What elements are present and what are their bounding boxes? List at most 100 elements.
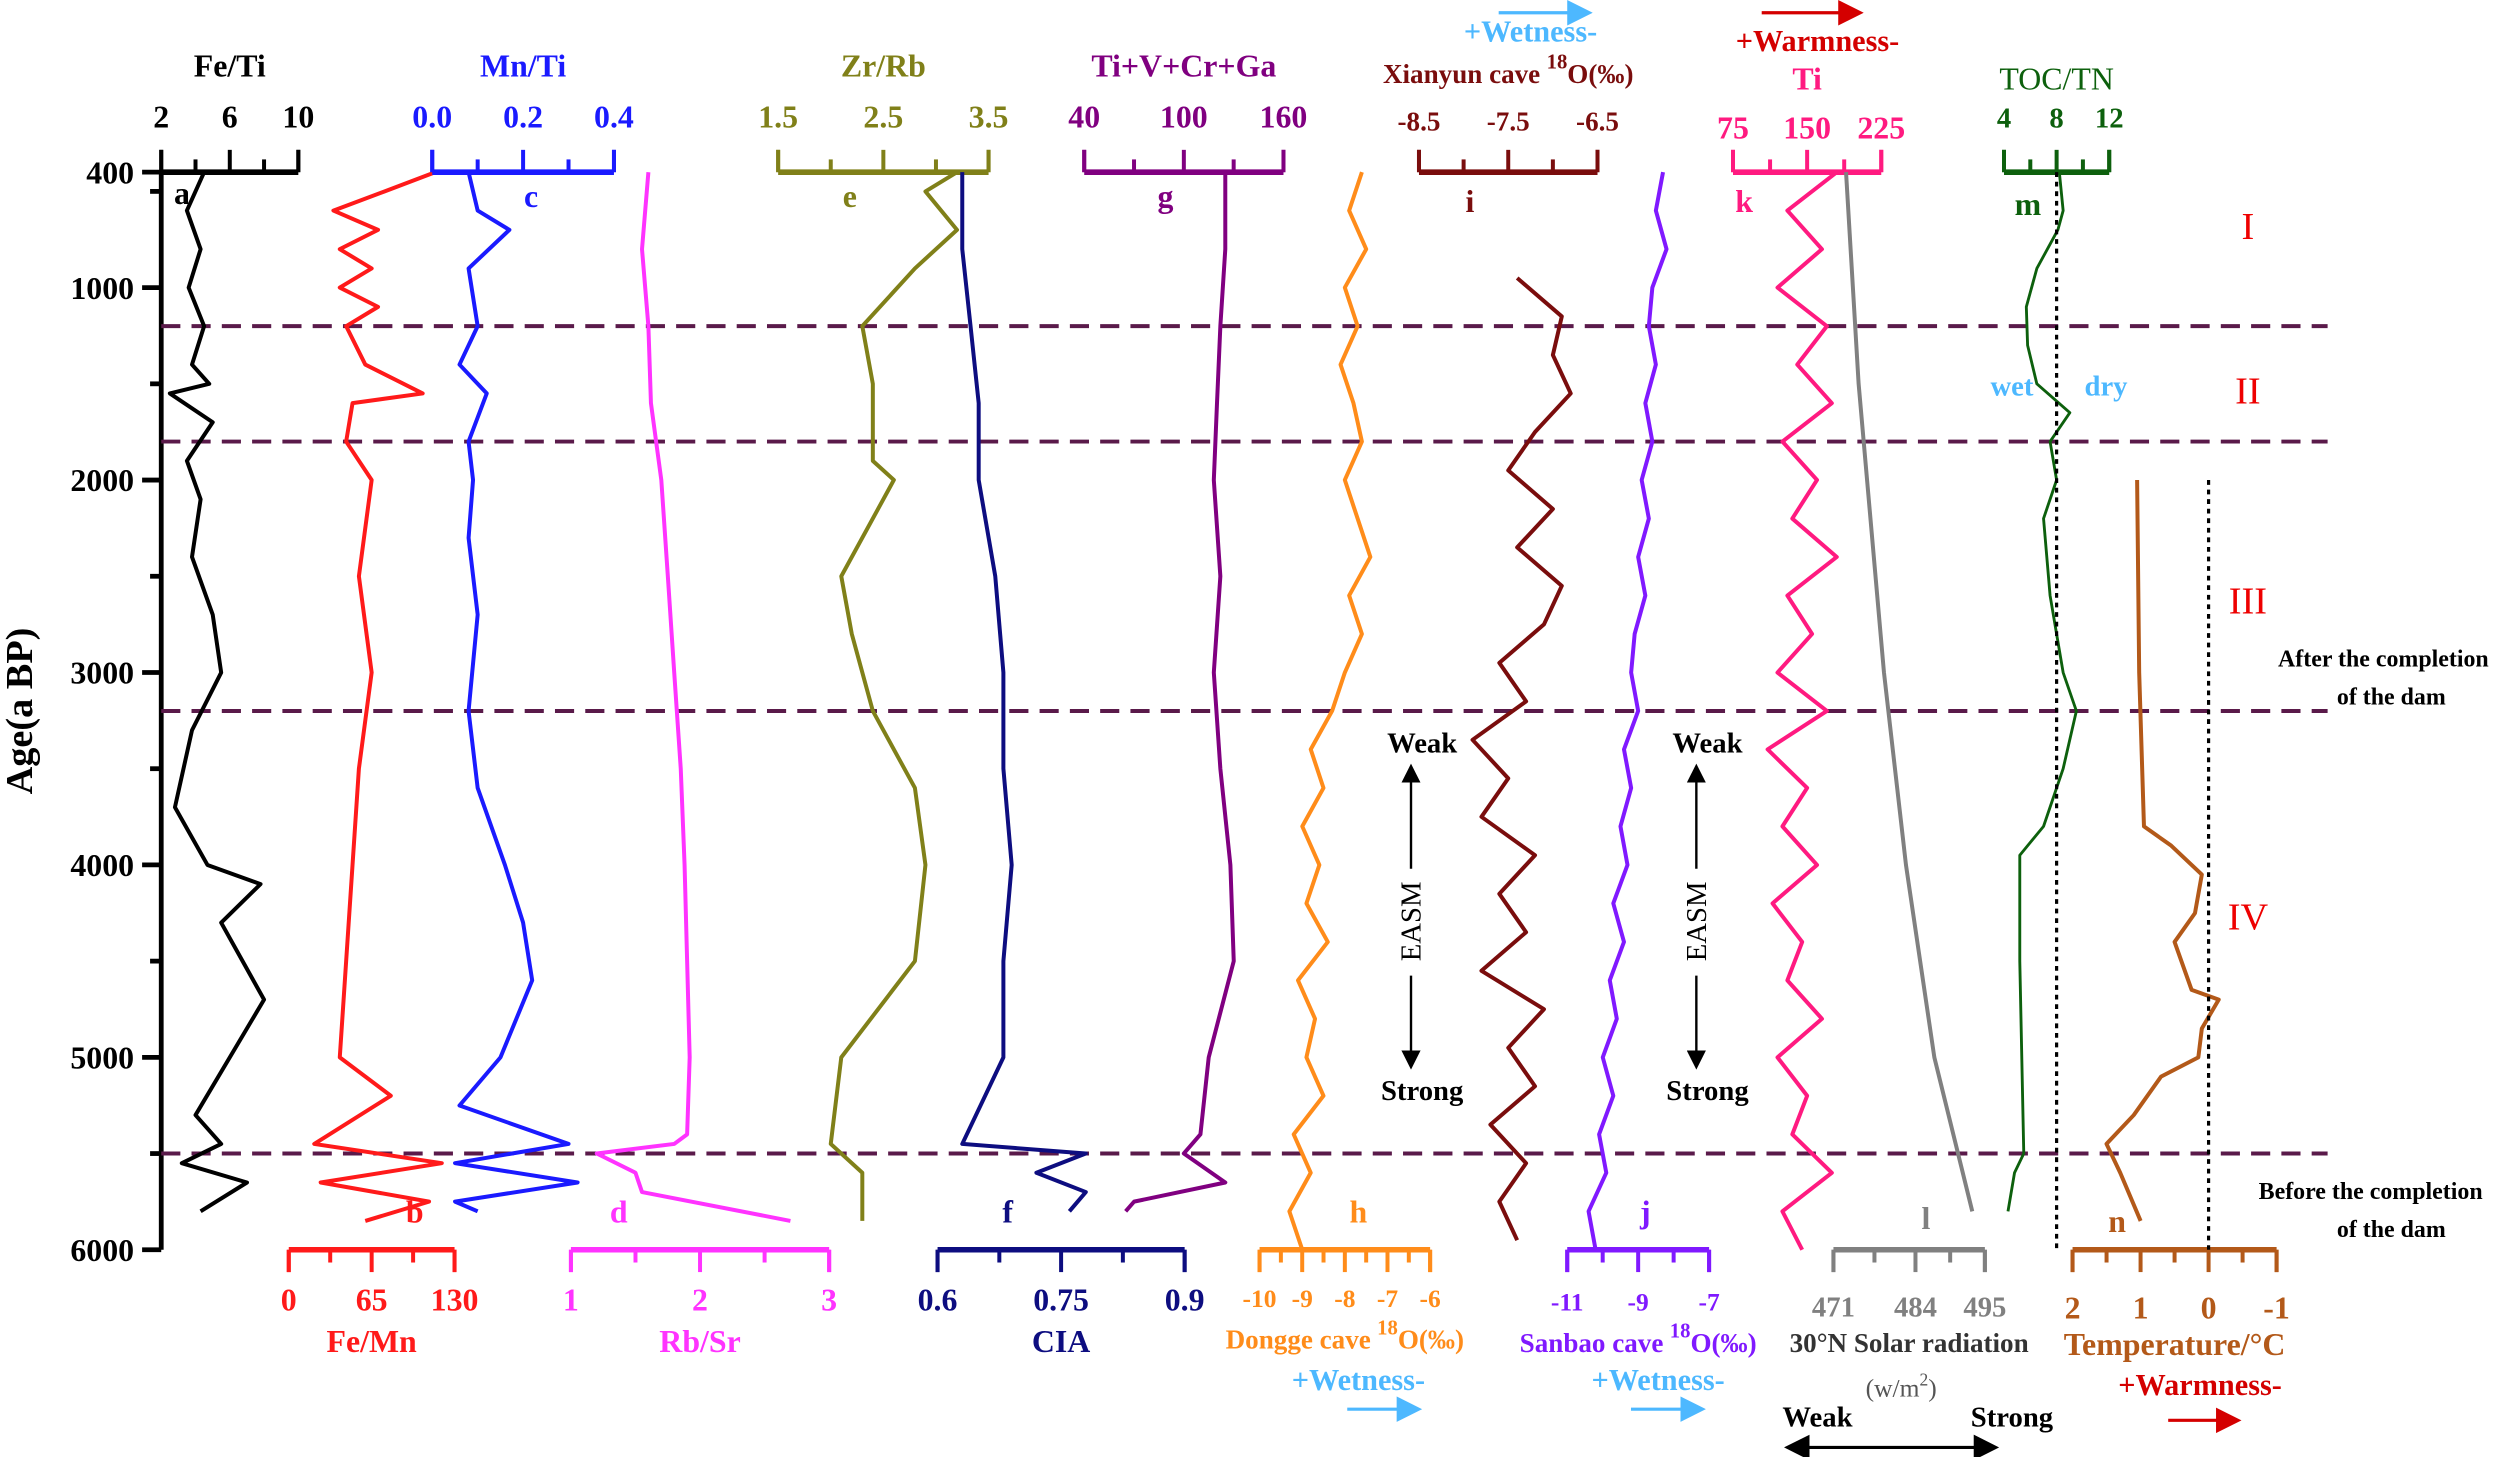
series-m: 4 8 12 TOC/TN m [1997, 61, 2124, 1212]
tick-label: 0.4 [594, 100, 634, 135]
series-letter: e [843, 179, 857, 214]
series-letter: f [1002, 1195, 1013, 1230]
after-dam-label: After the completion [2278, 646, 2489, 672]
axis-title-h: Dongge cave 18O(‰) [1226, 1317, 1464, 1354]
series-letter: g [1158, 179, 1174, 214]
tick-label: 0.6 [918, 1282, 958, 1317]
axis-title-m: TOC/TN [1999, 61, 2114, 96]
superscript: 2 [1919, 1369, 1928, 1389]
easm-strong-label: Strong [1666, 1075, 1749, 1107]
tick-label: 0.75 [1033, 1282, 1089, 1317]
series-f: 0.6 0.75 0.9 CIA f [918, 172, 1205, 1359]
axis-title-c: Mn/Ti [480, 49, 566, 84]
series-k: 75 150 225 Ti k [1717, 61, 1905, 1251]
tick-label: -7 [1698, 1287, 1719, 1316]
tick-label: -11 [1551, 1287, 1584, 1316]
series-line-h [1287, 171, 1373, 1251]
wetness-label: +Wetness- [1464, 14, 1597, 48]
series-g: 40 100 160 Ti+V+Cr+Ga g [1068, 49, 1307, 1213]
series-line-d [594, 171, 791, 1223]
zone-label: I [2242, 206, 2255, 248]
tick-label: 1 [563, 1282, 579, 1317]
easm-weak-label: Weak [1672, 727, 1742, 759]
tick-label: -10 [1243, 1284, 1277, 1313]
before-dam-label: of the dam [2337, 1217, 2446, 1243]
easm-strong-label: Strong [1381, 1075, 1464, 1107]
unit-text: (w/m [1866, 1373, 1920, 1402]
wetness-label: +Wetness- [1292, 1363, 1425, 1397]
warmness-label: +Warmness- [2118, 1368, 2282, 1402]
y-tick-label: 5000 [70, 1040, 134, 1075]
tick-label: 3 [821, 1282, 837, 1317]
warmness-label: +Warmness- [1736, 24, 1900, 58]
y-tick-label: 4000 [70, 848, 134, 883]
axis-title-text: Zr/Rb [841, 49, 926, 84]
axis-title-text: Sanbao cave [1520, 1328, 1664, 1358]
tick-label: 4 [1997, 103, 2011, 135]
axis-title-text: 30°N Solar radiation [1790, 1328, 2029, 1358]
series-line-k [1765, 170, 1839, 1251]
tick-label: 40 [1068, 100, 1100, 135]
series-letter: n [2108, 1204, 2126, 1239]
tick-label: 495 [1963, 1292, 2006, 1324]
series-line-f [960, 172, 1088, 1213]
series-line-j [1586, 171, 1669, 1251]
series-letter: h [1350, 1195, 1368, 1230]
dry-label: dry [2085, 370, 2129, 402]
series-line-l [1844, 172, 1975, 1212]
tick-label: 130 [431, 1282, 479, 1317]
axis-title-text: Xianyun cave [1383, 59, 1540, 89]
unit-suffix: ) [1928, 1373, 1936, 1402]
tick-label: 484 [1894, 1292, 1937, 1324]
series-letter: l [1921, 1201, 1930, 1236]
axis-title-text: Ti [1792, 61, 1822, 96]
easm-label: EASM [1396, 882, 1428, 962]
series-letter: i [1466, 184, 1475, 219]
tick-label: 2 [2065, 1290, 2081, 1325]
axis-title-e: Zr/Rb [841, 49, 926, 84]
axis-title-text: Fe/Mn [327, 1324, 418, 1359]
series-b: 0 65 130 Fe/Mn b [281, 170, 479, 1359]
axis-title-text: TOC/TN [1999, 61, 2114, 96]
series-line-b [312, 170, 444, 1223]
tick-label: -9 [1292, 1284, 1313, 1313]
series-letter: a [174, 176, 190, 211]
tick-label: -7.5 [1487, 107, 1530, 137]
axis-title-n: Temperature/°C [2064, 1327, 2286, 1362]
tick-label: 100 [1160, 100, 1208, 135]
axis-title-d: Rb/Sr [659, 1324, 740, 1359]
series-letter: b [406, 1195, 424, 1230]
tick-label: 3.5 [969, 100, 1009, 135]
wet-label: wet [1990, 370, 2033, 402]
y-tick-label: 2000 [70, 463, 134, 498]
tick-label: -7 [1377, 1284, 1398, 1313]
tick-label: 10 [282, 100, 314, 135]
superscript: 18 [1377, 1317, 1398, 1339]
tick-label: 1 [2133, 1290, 2149, 1325]
series-letter: d [610, 1195, 628, 1230]
axis-title-text: Ti+V+Cr+Ga [1091, 49, 1276, 84]
tick-label: 65 [356, 1282, 388, 1317]
axis-title-j: Sanbao cave 18O(‰) [1520, 1320, 1757, 1357]
series-i: -8.5 -7.5 -6.5 Xianyun cave 18O(‰) i [1383, 52, 1634, 1242]
axis-title-g: Ti+V+Cr+Ga [1091, 49, 1276, 84]
superscript: 18 [1670, 1320, 1691, 1342]
series-j: -11 -9 -7 Sanbao cave 18O(‰) j [1520, 171, 1757, 1358]
tick-label: 471 [1812, 1292, 1855, 1324]
axis-title-f: CIA [1032, 1324, 1090, 1359]
superscript: 18 [1547, 52, 1568, 74]
strong-label: Strong [1971, 1402, 2054, 1434]
tick-label: 0.0 [412, 100, 452, 135]
tick-label: 0.2 [503, 100, 543, 135]
tick-label: 75 [1717, 111, 1749, 146]
before-dam-label: Before the completion [2259, 1179, 2483, 1205]
series-d: 1 2 3 Rb/Sr d [563, 171, 837, 1359]
tick-label: -6.5 [1576, 107, 1619, 137]
after-dam-label: of the dam [2337, 685, 2446, 711]
easm-weak-label: Weak [1387, 727, 1457, 759]
y-tick-label: 3000 [70, 656, 134, 691]
axis-title-k: Ti [1792, 61, 1822, 96]
axis-title-text: Mn/Ti [480, 49, 566, 84]
tick-label: -6 [1420, 1284, 1441, 1313]
